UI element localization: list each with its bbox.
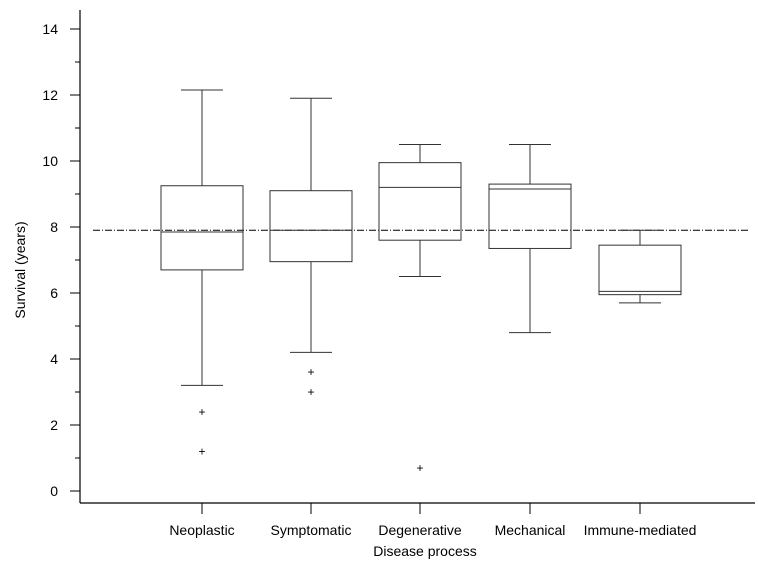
iqr-box [378,162,462,241]
axes-layer: 0 2 4 6 8 10 12 14 Neoplastic Symptomatic Degenera… [42,10,755,538]
y-tick-label: 14 [42,21,58,37]
x-tick-label: Degenerative [378,522,461,538]
x-tick-label: Mechanical [495,522,566,538]
iqr-box [160,185,244,271]
y-tick-label: 12 [42,87,58,103]
iqr-box [598,244,682,296]
x-tick-label: Neoplastic [169,522,234,538]
x-tick-label: Immune-mediated [584,522,697,538]
outlier-marker: + [416,461,423,475]
outlier-marker: + [198,405,205,419]
box-degenerative: + [378,144,462,475]
y-tick-label: 10 [42,153,58,169]
box-immune-mediated [598,229,682,304]
box-mechanical [488,144,572,334]
box-neoplastic: ++ [160,89,244,458]
outlier-marker: + [307,385,314,399]
y-tick-label: 0 [50,483,58,499]
iqr-box [488,183,572,249]
outlier-marker: + [198,444,205,458]
labels-layer: Survival (years) Disease process [12,221,477,559]
y-tick-label: 6 [50,285,58,301]
outlier-marker: + [307,365,314,379]
y-tick-label: 2 [50,417,58,433]
box-symptomatic: ++ [269,97,353,399]
x-axis-title: Disease process [373,543,477,559]
y-tick-label: 4 [50,351,58,367]
y-tick-label: 8 [50,219,58,235]
boxes-layer: +++++ [160,89,682,475]
iqr-box [269,190,353,263]
x-tick-label: Symptomatic [271,522,352,538]
y-axis-title: Survival (years) [12,221,28,318]
